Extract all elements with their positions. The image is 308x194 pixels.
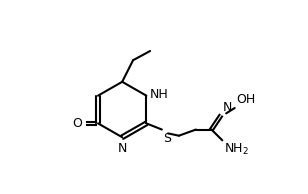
Text: NH$_2$: NH$_2$ [224,142,249,157]
Text: S: S [164,132,172,145]
Text: OH: OH [236,94,256,107]
Text: N: N [222,101,232,114]
Text: NH: NH [149,88,168,101]
Text: N: N [118,142,127,155]
Text: O: O [73,117,83,130]
